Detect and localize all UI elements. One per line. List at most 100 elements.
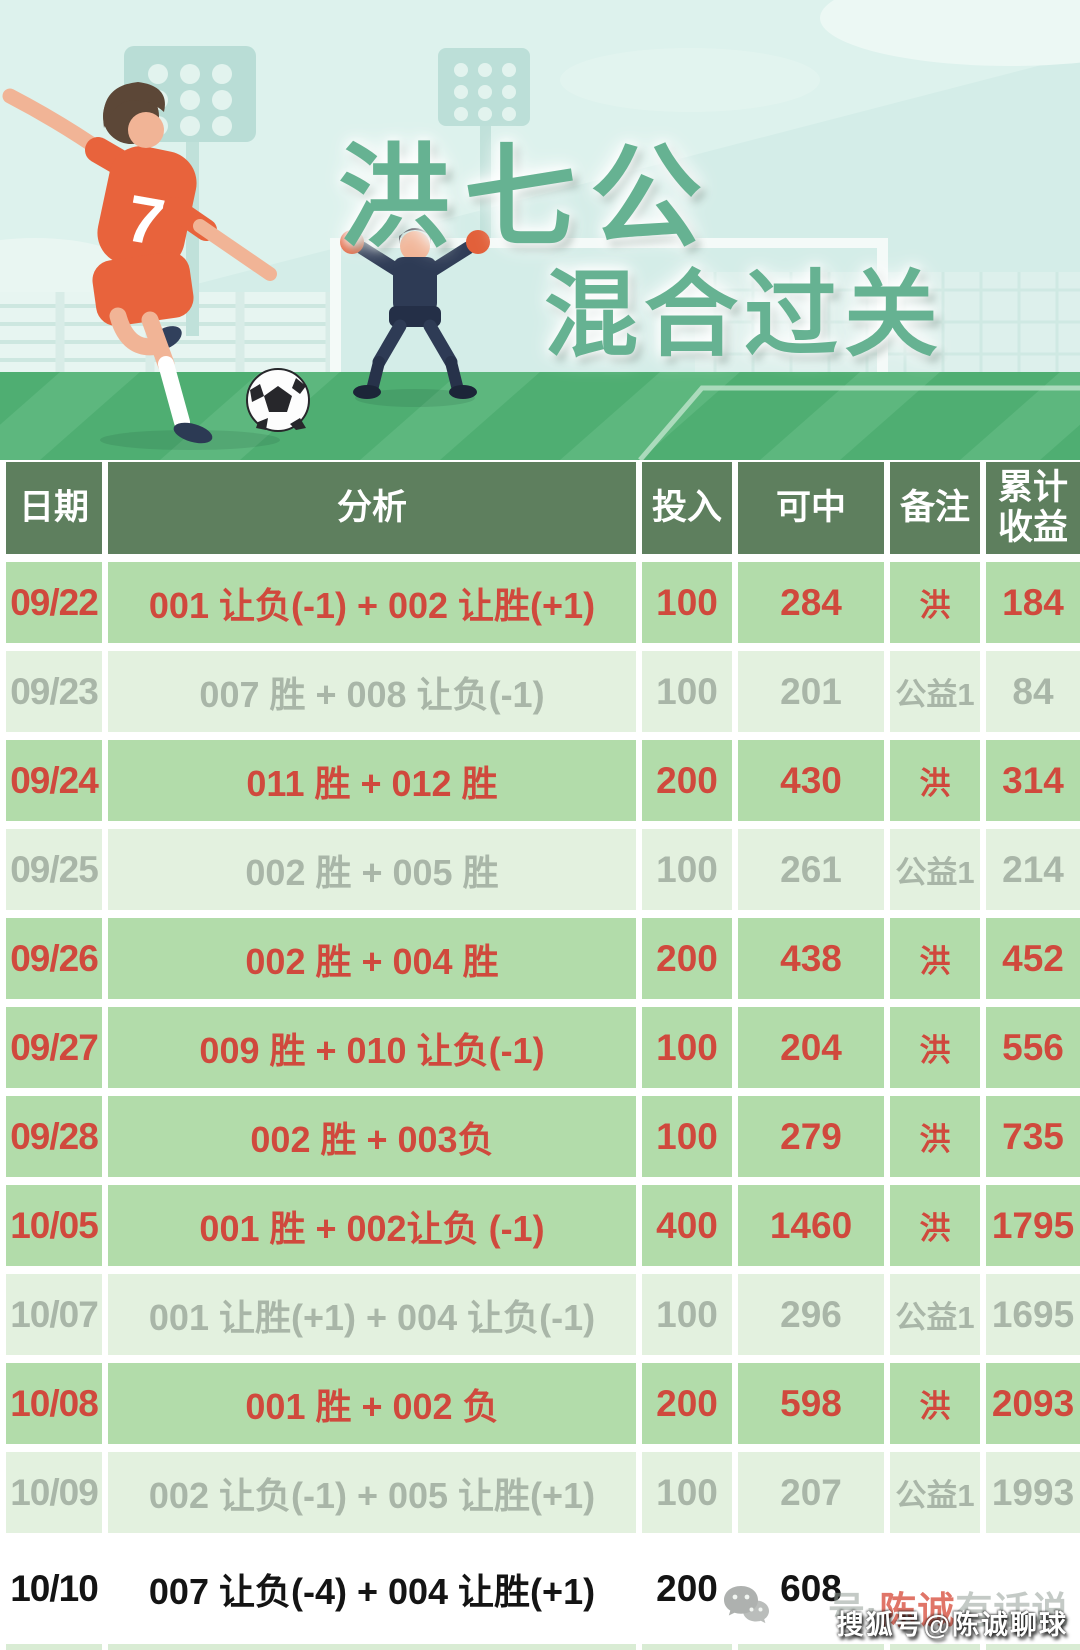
- cell-total: 735: [986, 1096, 1080, 1177]
- table-row: 09/28 002 胜 + 003负 100 279 洪 735: [0, 1096, 1080, 1177]
- cell-total: 314: [986, 740, 1080, 821]
- cloud: [560, 48, 820, 112]
- cell-win: 261: [738, 829, 884, 910]
- cell-total: [986, 1541, 1080, 1636]
- cell-date: 10/07: [6, 1274, 102, 1355]
- next-row-cell: [738, 1644, 884, 1650]
- column-header-2: 投入: [642, 462, 732, 554]
- cell-win: 204: [738, 1007, 884, 1088]
- cell-date: 10/10: [6, 1541, 102, 1636]
- cell-date: 10/05: [6, 1185, 102, 1266]
- cell-stake: 100: [642, 1007, 732, 1088]
- cell-date: 09/23: [6, 651, 102, 732]
- cell-analysis: 007 胜 + 008 让负(-1): [108, 651, 636, 732]
- cell-win: 284: [738, 562, 884, 643]
- watermark-text: 号·陈诚有话说: [828, 1580, 1069, 1634]
- wechat-icon: [724, 1586, 769, 1624]
- cell-win: 438: [738, 918, 884, 999]
- goal-frame: [330, 238, 888, 432]
- cell-win: 598: [738, 1363, 884, 1444]
- cell-note: 洪: [890, 1185, 980, 1266]
- table-row: 10/10 007 让负(-4) + 004 让胜(+1) 200 608: [0, 1541, 1080, 1636]
- next-row-cell: [108, 1644, 636, 1650]
- cell-stake: 400: [642, 1185, 732, 1266]
- cell-analysis: 001 让负(-1) + 002 让胜(+1): [108, 562, 636, 643]
- cell-stake: 100: [642, 1274, 732, 1355]
- cell-date: 09/26: [6, 918, 102, 999]
- cell-analysis: 002 胜 + 003负: [108, 1096, 636, 1177]
- cell-analysis: 002 让负(-1) + 005 让胜(+1): [108, 1452, 636, 1533]
- cell-total: 556: [986, 1007, 1080, 1088]
- cell-note: 公益1: [890, 1274, 980, 1355]
- cell-win: 430: [738, 740, 884, 821]
- cell-date: 09/27: [6, 1007, 102, 1088]
- table-row: 09/22 001 让负(-1) + 002 让胜(+1) 100 284 洪 184: [0, 562, 1080, 643]
- cell-date: 09/25: [6, 829, 102, 910]
- betting-record-table: 日期 分析 投入 可中 备注 累计 收益 09/22 001 让负(-1) + 002 让胜…: [0, 460, 1080, 1650]
- cell-win: 201: [738, 651, 884, 732]
- cell-total: 1993: [986, 1452, 1080, 1533]
- hero-banner: 7 洪七公 混合过关: [0, 0, 1080, 460]
- cell-total: 2093: [986, 1363, 1080, 1444]
- cell-analysis: 001 胜 + 002让负 (-1): [108, 1185, 636, 1266]
- cell-win: 1460: [738, 1185, 884, 1266]
- cell-analysis: 007 让负(-4) + 004 让胜(+1): [108, 1541, 636, 1636]
- cell-total: 214: [986, 829, 1080, 910]
- cell-stake: 100: [642, 829, 732, 910]
- table-header-row: 日期 分析 投入 可中 备注 累计 收益: [0, 462, 1080, 554]
- cell-note: 公益1: [890, 829, 980, 910]
- table-row: 09/24 011 胜 + 012 胜 200 430 洪 314: [0, 740, 1080, 821]
- next-row-edge: [0, 1644, 1080, 1650]
- table-row: 10/08 001 胜 + 002 负 200 598 洪 2093: [0, 1363, 1080, 1444]
- watermark-gray-prefix: 号·: [828, 1590, 880, 1631]
- cell-note: 洪: [890, 1096, 980, 1177]
- watermark-red-name: 陈诚: [879, 1590, 956, 1631]
- cell-total: 184: [986, 562, 1080, 643]
- cell-note: 公益1: [890, 1452, 980, 1533]
- table-row: 09/25 002 胜 + 005 胜 100 261 公益1 214: [0, 829, 1080, 910]
- cell-stake: 100: [642, 1452, 732, 1533]
- cell-analysis: 011 胜 + 012 胜: [108, 740, 636, 821]
- cell-analysis: 001 胜 + 002 负: [108, 1363, 636, 1444]
- column-header-3: 可中: [738, 462, 884, 554]
- cell-stake: 100: [642, 562, 732, 643]
- cell-stake: 200: [642, 918, 732, 999]
- cell-date: 09/22: [6, 562, 102, 643]
- soccer-ball: [246, 368, 310, 432]
- column-header-0: 日期: [6, 462, 102, 554]
- cell-win: 296: [738, 1274, 884, 1355]
- cell-stake: 200: [642, 1363, 732, 1444]
- stadium-illustration: 7: [0, 0, 1080, 460]
- table-row: 09/23 007 胜 + 008 让负(-1) 100 201 公益1 84: [0, 651, 1080, 732]
- column-header-1: 分析: [108, 462, 636, 554]
- cell-total: 452: [986, 918, 1080, 999]
- cell-date: 09/24: [6, 740, 102, 821]
- cell-analysis: 001 让胜(+1) + 004 让负(-1): [108, 1274, 636, 1355]
- floodlight-icon: [438, 48, 530, 238]
- table-row: 10/05 001 胜 + 002让负 (-1) 400 1460 洪 1795: [0, 1185, 1080, 1266]
- next-row-cell: [6, 1644, 102, 1650]
- player-illustration: 7: [2, 82, 280, 450]
- table-row: 10/07 001 让胜(+1) + 004 让负(-1) 100 296 公益1 169…: [0, 1274, 1080, 1355]
- cell-analysis: 002 胜 + 005 胜: [108, 829, 636, 910]
- cell-date: 10/09: [6, 1452, 102, 1533]
- cell-stake: 200: [642, 740, 732, 821]
- cell-win: 279: [738, 1096, 884, 1177]
- cell-note: 公益1: [890, 651, 980, 732]
- cell-note: 洪: [890, 740, 980, 821]
- cell-analysis: 002 胜 + 004 胜: [108, 918, 636, 999]
- next-row-cell: [890, 1644, 980, 1650]
- cell-date: 10/08: [6, 1363, 102, 1444]
- sohu-watermark: 搜狐号@陈诚聊球: [836, 1610, 1068, 1640]
- table-row: 09/27 009 胜 + 010 让负(-1) 100 204 洪 556: [0, 1007, 1080, 1088]
- next-row-cell: [986, 1644, 1080, 1650]
- cell-total: 84: [986, 651, 1080, 732]
- cell-analysis: 009 胜 + 010 让负(-1): [108, 1007, 636, 1088]
- cell-note: [890, 1541, 980, 1636]
- cell-note: 洪: [890, 562, 980, 643]
- goalkeeper-illustration: [340, 228, 490, 407]
- cell-win: 608: [738, 1541, 884, 1636]
- cell-total: 1695: [986, 1274, 1080, 1355]
- watermark-gray-suffix: 有话说: [955, 1590, 1070, 1631]
- cell-stake: 100: [642, 1096, 732, 1177]
